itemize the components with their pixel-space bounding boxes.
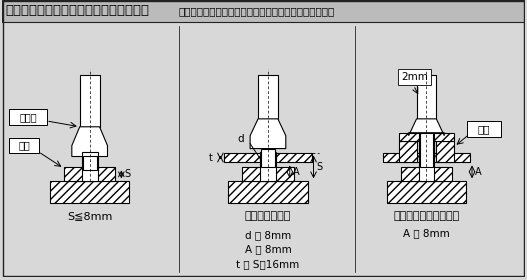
Text: ダイ: ダイ [18,140,30,150]
Text: d ＜ 8mm
A ＜ 8mm
t ＞ S－16mm: d ＜ 8mm A ＜ 8mm t ＞ S－16mm [236,230,299,269]
Bar [436,141,454,162]
Text: ポンチ: ポンチ [19,112,37,122]
Bar [401,167,452,181]
Bar [418,153,434,162]
FancyBboxPatch shape [9,138,39,153]
Bar [258,75,278,119]
Bar [418,151,434,181]
Bar [82,151,97,181]
Bar [225,153,311,162]
Polygon shape [72,127,108,157]
Text: S≦8mm: S≦8mm [67,211,112,221]
Bar [261,149,275,167]
Bar [260,151,276,181]
Bar [260,153,276,162]
Bar [242,167,294,181]
Bar [228,181,308,203]
Text: 2mm: 2mm [401,72,428,82]
Bar [80,75,100,127]
Bar [83,155,96,170]
Polygon shape [408,119,444,136]
Bar [3,0,524,22]
FancyBboxPatch shape [467,121,501,137]
Text: t: t [209,153,212,162]
Text: A: A [475,167,482,177]
Text: 【図１】プレス装置の本質安全化の事例: 【図１】プレス装置の本質安全化の事例 [5,4,150,17]
Bar [383,153,470,162]
FancyBboxPatch shape [9,109,47,125]
Bar [399,133,454,141]
Text: ストリッパーと囲い付: ストリッパーと囲い付 [393,211,460,221]
Text: A ＜ 8mm: A ＜ 8mm [403,228,450,238]
Text: 囲い: 囲い [477,124,490,134]
Text: ストリッパー付: ストリッパー付 [245,211,291,221]
Bar [64,167,115,181]
Text: S: S [317,162,323,172]
Text: （出典：これからの安全管理；中央労働災害防止協会）: （出典：これからの安全管理；中央労働災害防止協会） [179,6,335,16]
Bar [387,181,466,203]
Bar [418,133,434,162]
Bar [419,133,433,167]
Text: d: d [237,134,243,144]
Polygon shape [250,119,286,149]
Bar [399,141,416,162]
Text: S: S [124,169,131,179]
Bar [50,181,129,203]
Bar [416,75,436,119]
Text: A: A [292,167,299,177]
